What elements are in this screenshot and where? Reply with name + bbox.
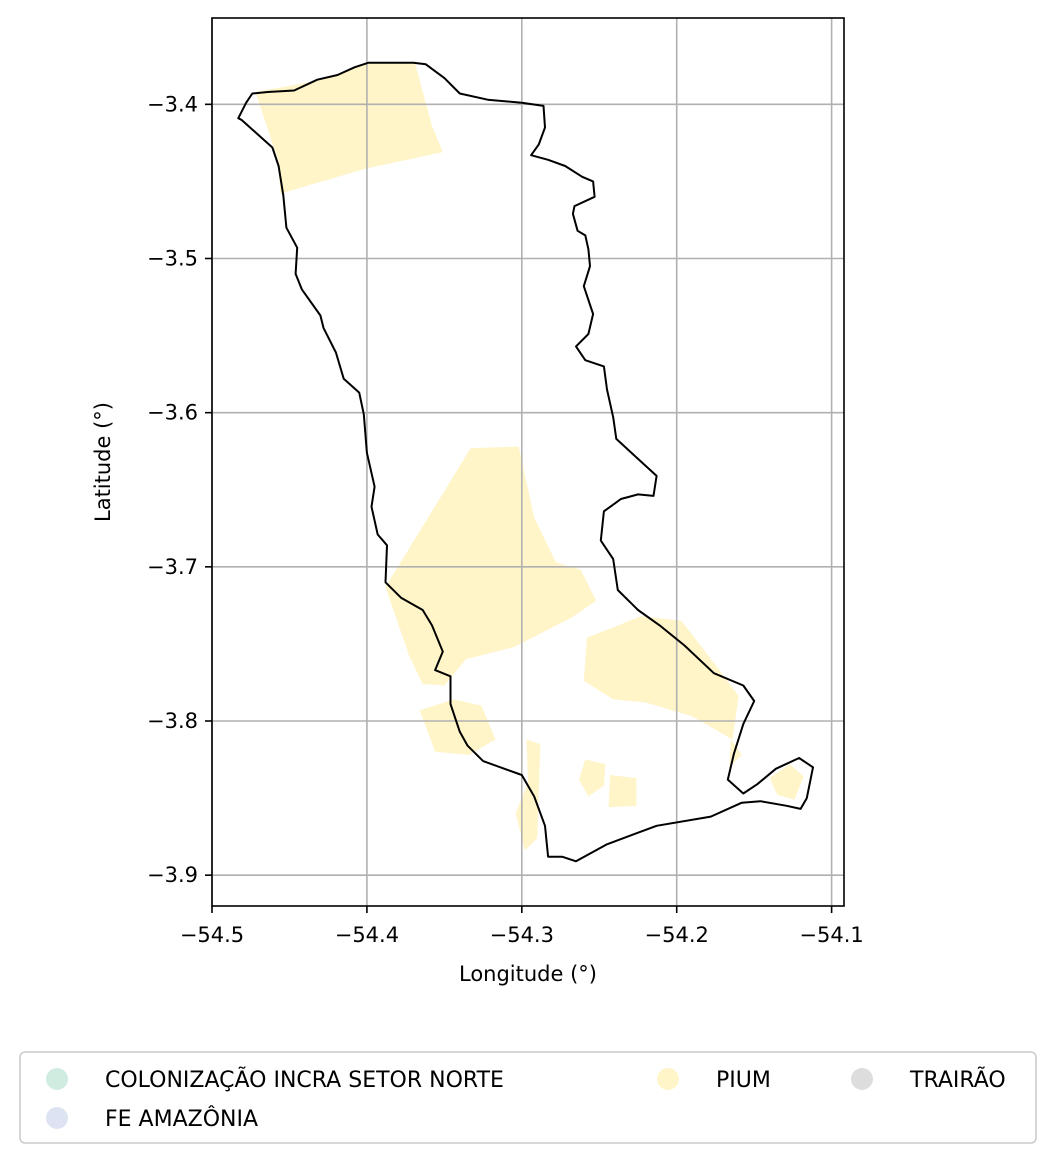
legend-marker-colonizacao <box>46 1068 68 1090</box>
legend-label-pium: PIUM <box>716 1068 771 1093</box>
pium-region <box>515 739 541 851</box>
legend-label-colonizacao: COLONIZAÇÃO INCRA SETOR NORTE <box>105 1066 504 1093</box>
x-tick-label: −54.5 <box>180 923 244 947</box>
legend: COLONIZAÇÃO INCRA SETOR NORTE FE AMAZÔNI… <box>19 1051 1037 1144</box>
y-tick-label: −3.5 <box>147 247 198 271</box>
x-tick-label: −54.4 <box>335 923 399 947</box>
y-tick-label: −3.8 <box>147 709 198 733</box>
legend-marker-pium <box>657 1068 679 1090</box>
y-tick-label: −3.4 <box>147 92 198 116</box>
pium-region-layer <box>255 62 804 851</box>
y-tick-label: −3.9 <box>147 863 198 887</box>
legend-label-fe-amazonia: FE AMAZÔNIA <box>105 1106 258 1132</box>
axes-frame <box>211 17 845 907</box>
pium-region <box>608 775 637 808</box>
y-tick-label: −3.7 <box>147 555 198 579</box>
legend-frame <box>19 1051 1037 1144</box>
x-tick-label: −54.3 <box>490 923 554 947</box>
pium-region <box>255 62 443 194</box>
legend-marker-fe-amazonia <box>46 1107 68 1129</box>
y-axis-label: Latitude (°) <box>91 402 115 522</box>
municipality-boundary <box>237 61 814 863</box>
legend-label-trairao: TRAIRÃO <box>909 1066 1006 1093</box>
x-axis-label: Longitude (°) <box>459 962 597 986</box>
axis-ticks: −54.5 −54.4 −54.3 −54.2 −54.1 −3.4 −3.5 −3.6 −3.… <box>147 92 864 947</box>
x-tick-label: −54.1 <box>799 923 863 947</box>
y-tick-label: −3.6 <box>147 401 198 425</box>
municipality-boundary-layer <box>237 61 814 863</box>
pium-region <box>579 759 606 797</box>
pium-region <box>769 764 804 800</box>
x-tick-label: −54.2 <box>645 923 709 947</box>
legend-marker-trairao <box>851 1068 873 1090</box>
pium-region <box>583 616 739 740</box>
